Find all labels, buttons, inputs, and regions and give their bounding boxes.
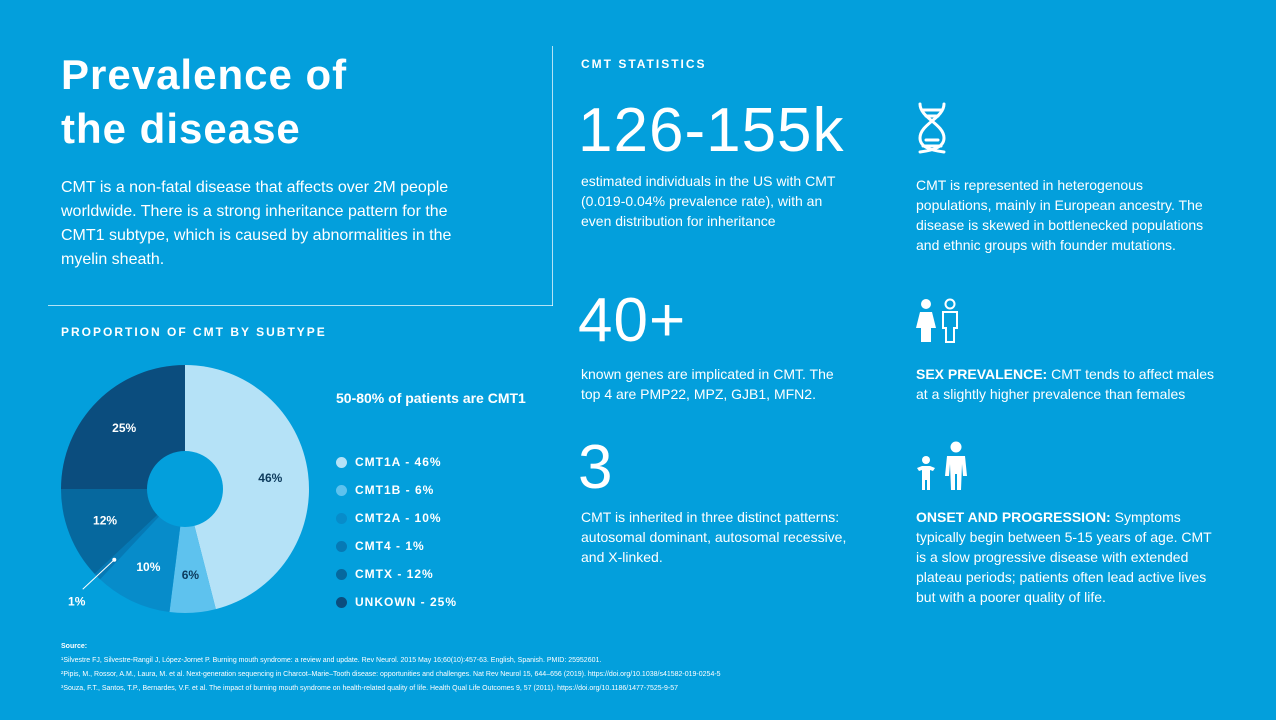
legend-swatch xyxy=(336,540,347,552)
source-item-1: ¹Silvestre FJ, Silvestre-Rangil J, López… xyxy=(61,657,602,664)
legend-item-cmt1b: CMT1B - 6% xyxy=(336,476,457,504)
fact-sex-prevalence: SEX PREVALENCE: CMT tends to affect male… xyxy=(916,364,1216,404)
pie-label-cmt2a: 10% xyxy=(136,560,160,574)
chart-headline: 50-80% of patients are CMT1 xyxy=(336,390,526,406)
horizontal-divider xyxy=(48,305,553,306)
female-male-icon xyxy=(916,298,958,343)
legend-label: CMTX - 12% xyxy=(355,567,434,581)
page-title: Prevalence of the disease xyxy=(61,48,347,156)
pie-slice-cmt1b xyxy=(169,489,216,613)
source-item-2: ²Pipis, M., Rossor, A.M., Laura, M. et a… xyxy=(61,671,721,678)
pie-slice-cmt1a xyxy=(185,365,309,610)
fact-ancestry: CMT is represented in heterogenous popul… xyxy=(916,175,1216,255)
title-line-2: the disease xyxy=(61,105,301,152)
legend-swatch xyxy=(336,568,347,580)
pie-slice-unkown xyxy=(61,365,185,489)
pie-label-unkown: 25% xyxy=(112,421,136,435)
subtype-donut-chart: 46% 6% 10% 1% 12% 25% xyxy=(61,365,309,613)
source-item-3: ³Souza, F.T., Santos, T.P., Bernardes, V… xyxy=(61,685,679,692)
legend-label: CMT1A - 46% xyxy=(355,455,442,469)
sources-title: Source: xyxy=(61,643,88,650)
donut-hole xyxy=(147,451,223,527)
stats-section-label: CMT STATISTICS xyxy=(581,57,707,71)
legend-item-unkown: UNKOWN - 25% xyxy=(336,588,457,616)
stat-number-individuals: 126-155k xyxy=(578,96,845,165)
legend-swatch xyxy=(336,484,347,496)
dna-icon xyxy=(918,102,946,154)
chart-legend: CMT1A - 46% CMT1B - 6% CMT2A - 10% CMT4 - 1… xyxy=(336,448,457,616)
pie-label-cmtx: 12% xyxy=(93,514,117,528)
intro-text: CMT is a non-fatal disease that affects … xyxy=(61,179,452,268)
fact-onset-lead: ONSET AND PROGRESSION: xyxy=(916,509,1111,525)
stat-number-patterns: 3 xyxy=(578,433,614,502)
title-line-1: Prevalence of xyxy=(61,51,348,98)
sources-block: Source: ¹Silvestre FJ, Silvestre-Rangil … xyxy=(61,640,721,696)
legend-label: CMT4 - 1% xyxy=(355,539,425,553)
legend-item-cmtx: CMTX - 12% xyxy=(336,560,457,588)
pie-leader-line-cmt4 xyxy=(82,559,115,590)
legend-label: CMT2A - 10% xyxy=(355,511,442,525)
vertical-divider xyxy=(552,46,553,306)
fact-onset-progression: ONSET AND PROGRESSION: Symptoms typicall… xyxy=(916,507,1216,607)
fact-ancestry-text: CMT is represented in heterogenous popul… xyxy=(916,177,1204,253)
pie-leader-dot-cmt4 xyxy=(112,557,117,562)
pie-label-cmt4: 1% xyxy=(68,594,86,608)
child-adult-icon xyxy=(917,441,967,490)
legend-label: CMT1B - 6% xyxy=(355,483,435,497)
fact-sex-lead: SEX PREVALENCE: xyxy=(916,366,1048,382)
chart-title: PROPORTION OF CMT BY SUBTYPE xyxy=(61,325,327,339)
fact-sex-text: CMT tends to affect males at a slightly … xyxy=(916,366,1214,402)
legend-label: UNKOWN - 25% xyxy=(355,595,458,609)
stat-desc-patterns: CMT is inherited in three distinct patte… xyxy=(581,509,847,565)
legend-swatch xyxy=(336,456,347,468)
pie-label-cmt1a: 46% xyxy=(258,471,282,485)
stat-desc-individuals: estimated individuals in the US with CMT… xyxy=(581,173,836,229)
legend-swatch xyxy=(336,596,347,608)
legend-item-cmt1a: CMT1A - 46% xyxy=(336,448,457,476)
legend-item-cmt4: CMT4 - 1% xyxy=(336,532,457,560)
pie-label-cmt1b: 6% xyxy=(182,568,200,582)
fact-onset-text: Symptoms typically begin between 5-15 ye… xyxy=(916,509,1212,605)
legend-item-cmt2a: CMT2A - 10% xyxy=(336,504,457,532)
legend-swatch xyxy=(336,512,347,524)
stat-desc-genes: known genes are implicated in CMT. The t… xyxy=(581,366,834,402)
stat-number-genes: 40+ xyxy=(578,286,687,355)
